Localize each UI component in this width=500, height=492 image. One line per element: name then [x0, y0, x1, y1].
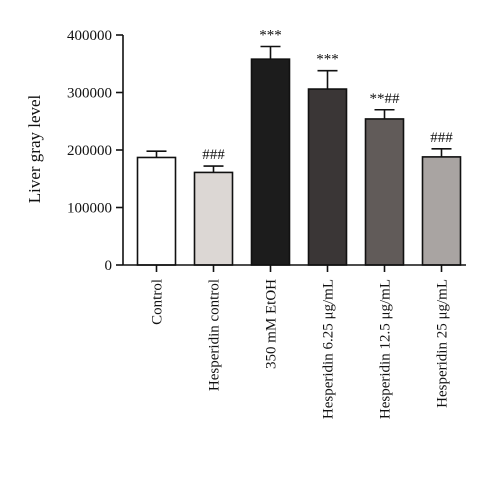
- significance-label: ***: [316, 52, 339, 68]
- bar: [421, 156, 462, 266]
- y-axis-title: Liver gray level: [25, 94, 44, 203]
- bar: [307, 88, 348, 266]
- category-label: Control: [150, 279, 166, 325]
- significance-label: ***: [259, 28, 282, 44]
- y-tick-label: 400000: [67, 28, 112, 44]
- significance-label: ###: [202, 147, 225, 163]
- x-axis: Control Hesperidin control 350 mM EtOH Hesp…: [123, 264, 466, 419]
- y-tick-label: 0: [105, 258, 113, 274]
- y-tick-label: 200000: [67, 143, 112, 159]
- y-tick-label: 100000: [67, 201, 112, 217]
- category-label: Hesperidin 12.5 μg/mL: [378, 279, 394, 419]
- category-label: Hesperidin 25 μg/mL: [435, 279, 451, 408]
- category-label: Hesperidin control: [207, 279, 223, 391]
- significance-label: **##: [370, 91, 401, 107]
- bar: [364, 118, 405, 266]
- significance-label: ###: [430, 130, 453, 146]
- category-label: 350 mM EtOH: [264, 279, 280, 369]
- y-axis: 0 100000 200000 300000 400000: [67, 28, 124, 274]
- bar: [193, 171, 234, 266]
- y-tick-label: 300000: [67, 86, 112, 102]
- bar: [250, 58, 291, 266]
- bars: ### *** *** **## ###: [136, 28, 462, 266]
- category-label: Hesperidin 6.25 μg/mL: [321, 279, 337, 419]
- bar: [136, 156, 177, 266]
